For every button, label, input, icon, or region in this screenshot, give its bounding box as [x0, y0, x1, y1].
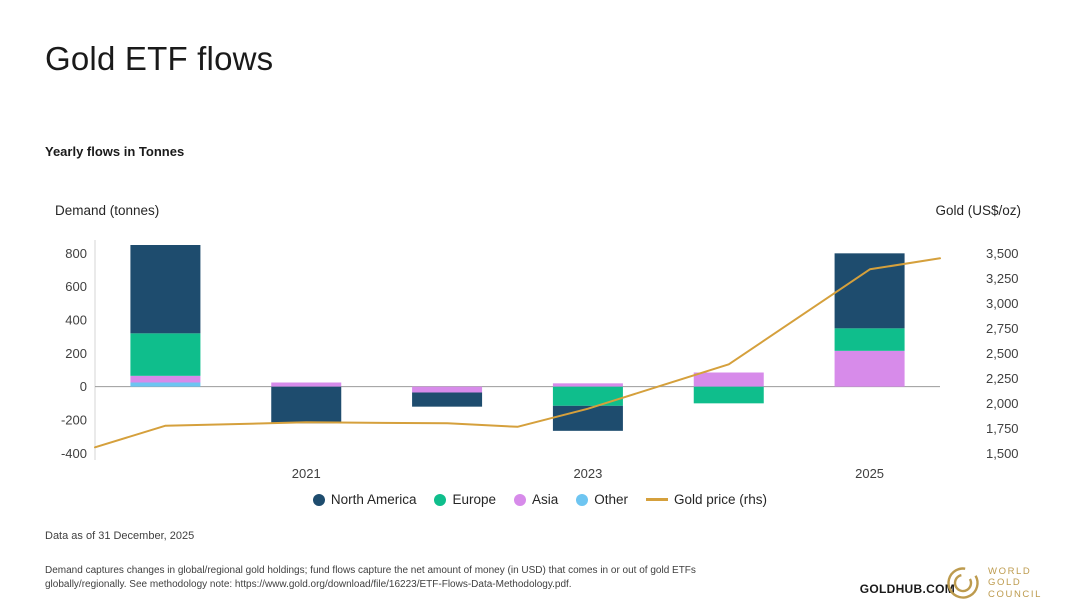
legend-item-asia[interactable]: Asia	[514, 492, 558, 507]
wgc-rings-icon	[947, 567, 979, 599]
europe-swatch-icon	[434, 493, 447, 506]
world-gold-council-logo: WORLD GOLD COUNCIL	[945, 565, 1042, 601]
data-as-of: Data as of 31 December, 2025	[45, 530, 195, 542]
other-swatch-icon	[576, 493, 589, 506]
methodology-footnote: Demand captures changes in global/region…	[45, 565, 696, 590]
svg-text:2023: 2023	[573, 466, 602, 481]
asia-swatch-icon	[514, 493, 526, 506]
svg-text:800: 800	[65, 246, 87, 261]
svg-text:2,500: 2,500	[986, 346, 1019, 361]
svg-text:0: 0	[80, 379, 87, 394]
svg-text:400: 400	[65, 313, 87, 328]
svg-text:3,500: 3,500	[986, 246, 1019, 261]
svg-text:2021: 2021	[292, 466, 321, 481]
legend-item-europe[interactable]: Europe	[434, 492, 496, 507]
etf-flows-chart: 800 600 400 200 0 -200 -400 3,500 3,250 3,000 2,75…	[61, 240, 1019, 481]
wgc-logo-text: WORLD GOLD COUNCIL	[988, 565, 1042, 600]
legend-label: Gold price (rhs)	[674, 492, 768, 507]
svg-text:1,750: 1,750	[986, 421, 1019, 436]
legend-item-other[interactable]: Other	[576, 492, 628, 507]
legend-label: Asia	[532, 492, 559, 507]
legend: North America Europe Asia Other Gold pri…	[0, 492, 1080, 507]
right-axis-title: Gold (US$/oz)	[935, 203, 1021, 218]
legend-label: Europe	[452, 492, 496, 507]
svg-text:2,250: 2,250	[986, 371, 1019, 386]
svg-text:-200: -200	[61, 413, 87, 428]
goldhub-link[interactable]: GOLDHUB.COM	[859, 582, 955, 596]
chart-subtitle: Yearly flows in Tonnes	[45, 144, 185, 159]
legend-item-gold-price[interactable]: Gold price (rhs)	[646, 492, 767, 507]
svg-text:3,250: 3,250	[986, 271, 1019, 286]
north-america-swatch-icon	[312, 493, 325, 506]
svg-text:2025: 2025	[855, 466, 884, 481]
svg-text:1,500: 1,500	[986, 446, 1019, 461]
page-title: Gold ETF flows	[45, 40, 274, 77]
left-axis-title: Demand (tonnes)	[55, 203, 160, 218]
svg-text:2,750: 2,750	[986, 321, 1019, 336]
legend-item-north-america[interactable]: North America	[312, 492, 417, 507]
svg-text:200: 200	[65, 346, 87, 361]
svg-text:-400: -400	[61, 446, 87, 461]
gold-price-line-swatch-icon	[646, 498, 669, 501]
svg-text:3,000: 3,000	[986, 296, 1019, 311]
svg-text:600: 600	[65, 279, 87, 294]
legend-label: North America	[330, 492, 417, 507]
legend-label: Other	[594, 492, 629, 507]
svg-text:2,000: 2,000	[986, 396, 1019, 411]
